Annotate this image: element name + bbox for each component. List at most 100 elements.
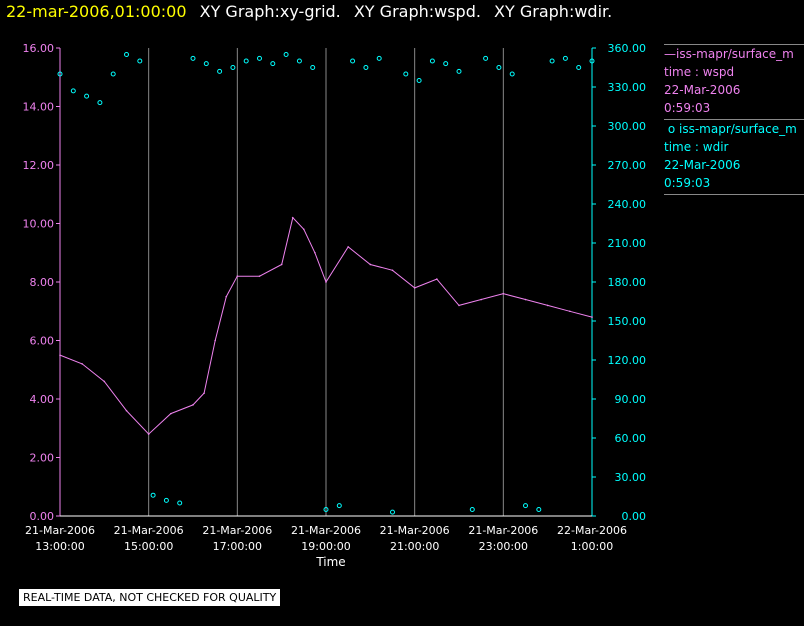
x-tick-label-date: 21-Mar-2006	[25, 524, 95, 537]
wspd-point	[59, 354, 61, 356]
wdir-point	[390, 509, 395, 515]
legend-wdir-date: 22-Mar-2006	[664, 158, 741, 172]
x-tick-label-time: 21:00:00	[390, 540, 439, 553]
x-tick-label-date: 21-Mar-2006	[380, 524, 450, 537]
right-tick-label: 210.00	[608, 237, 647, 250]
wdir-point	[177, 500, 183, 506]
wdir-point	[496, 65, 502, 70]
wdir-point	[350, 58, 356, 64]
header-graph-xy-grid: XY Graph:xy-grid.	[199, 2, 341, 21]
wdir-point	[190, 55, 196, 61]
right-tick-label: 120.00	[608, 354, 647, 367]
wspd-point	[347, 246, 349, 248]
wdir-point	[416, 78, 422, 83]
wdir-point	[110, 71, 116, 77]
right-tick-label: 0.00	[622, 510, 647, 523]
xy-chart: 0.00 2.00 4.00 6.00 8.00 10.00 12.00 14.00 16.00…	[23, 42, 647, 569]
wdir-point	[549, 58, 555, 64]
wdir-point	[296, 58, 302, 64]
wdir-point	[536, 507, 542, 512]
wdir-point	[70, 88, 76, 94]
wspd-series	[59, 216, 593, 435]
right-tick-label: 30.00	[615, 471, 647, 484]
left-tick-label: 16.00	[23, 42, 55, 55]
x-tick-label-date: 21-Mar-2006	[468, 524, 538, 537]
wspd-point	[314, 251, 316, 254]
x-tick-label-date: 22-Mar-2006	[557, 524, 627, 537]
legend-separator	[664, 119, 804, 120]
wspd-point	[436, 278, 438, 280]
left-tick-label: 10.00	[23, 218, 55, 231]
wdir-point	[203, 61, 209, 67]
right-tick-label: 60.00	[615, 432, 647, 445]
x-tick-label-date: 21-Mar-2006	[291, 524, 361, 537]
wspd-point	[81, 363, 83, 365]
wdir-point	[323, 507, 329, 512]
header-graph-wdir: XY Graph:wdir.	[494, 2, 613, 21]
right-tick-label: 330.00	[608, 81, 647, 94]
wspd-point	[125, 409, 128, 412]
wdir-point	[363, 65, 369, 70]
wdir-series	[57, 52, 595, 515]
left-tick-label: 0.00	[30, 510, 55, 523]
wdir-point	[469, 507, 475, 512]
wdir-point	[243, 58, 249, 64]
wdir-point	[57, 71, 63, 77]
wdir-point	[589, 58, 595, 64]
wspd-point	[591, 316, 593, 318]
wdir-point	[163, 497, 169, 503]
wspd-point	[569, 310, 571, 313]
wspd-point	[214, 339, 216, 342]
left-tick-label: 2.00	[30, 452, 55, 465]
legend-separator	[664, 44, 804, 45]
x-tick-label-time: 23:00:00	[479, 540, 528, 553]
wspd-point	[280, 263, 283, 266]
wspd-point	[325, 281, 327, 283]
x-tick-label-time: 15:00:00	[124, 540, 173, 553]
right-tick-label: 90.00	[615, 393, 647, 406]
wdir-point	[257, 55, 262, 61]
legend-wdir-label: time : wdir	[664, 140, 729, 154]
legend: —iss-mapr/surface_m time : wspd 22-Mar-2…	[664, 44, 804, 195]
wdir-point	[84, 93, 90, 99]
wspd-point	[524, 298, 527, 301]
wdir-point	[523, 503, 528, 509]
left-tick-label: 14.00	[23, 101, 55, 114]
wdir-point	[376, 55, 382, 61]
legend-separator	[664, 194, 804, 195]
x-tick-label-time: 1:00:00	[571, 540, 613, 553]
x-axis-label: Time	[315, 555, 345, 569]
wspd-point	[391, 269, 394, 272]
x-tick-label-date: 21-Mar-2006	[114, 524, 184, 537]
wdir-point	[150, 492, 156, 498]
x-tick-label-time: 17:00:00	[213, 540, 262, 553]
chart-header: 22-mar-2006,01:00:00 XY Graph:xy-grid. X…	[6, 2, 612, 21]
left-axis-ticks: 0.00 2.00 4.00 6.00 8.00 10.00 12.00 14.00 16.00	[23, 42, 60, 523]
wdir-point	[310, 65, 316, 70]
wdir-point	[576, 65, 582, 70]
wdir-point	[270, 61, 276, 67]
x-tick-label-date: 21-Mar-2006	[202, 524, 272, 537]
wdir-point	[403, 71, 409, 77]
wspd-point	[369, 263, 372, 266]
right-tick-label: 180.00	[608, 276, 647, 289]
legend-wdir: o iss-mapr/surface_m time : wdir 22-Mar-…	[664, 120, 804, 194]
legend-wdir-marker-icon: o	[664, 122, 679, 136]
legend-wspd-label: time : wspd	[664, 65, 735, 79]
wdir-point	[217, 68, 223, 74]
x-tick-label-time: 19:00:00	[301, 540, 350, 553]
legend-wdir-time: 0:59:03	[664, 176, 711, 190]
wspd-point	[236, 275, 239, 277]
wdir-point	[443, 61, 449, 67]
wdir-point	[283, 52, 289, 57]
wdir-point	[509, 71, 515, 77]
header-datetime: 22-mar-2006,01:00:00	[6, 2, 187, 21]
quality-notice: REAL-TIME DATA, NOT CHECKED FOR QUALITY	[19, 589, 281, 606]
legend-wspd-line-icon: —	[664, 47, 676, 61]
left-tick-label: 12.00	[23, 159, 55, 172]
wspd-point	[303, 228, 305, 231]
wdir-point	[562, 55, 568, 61]
wspd-point	[480, 298, 482, 301]
wspd-point	[225, 295, 228, 298]
wdir-point	[456, 68, 462, 74]
